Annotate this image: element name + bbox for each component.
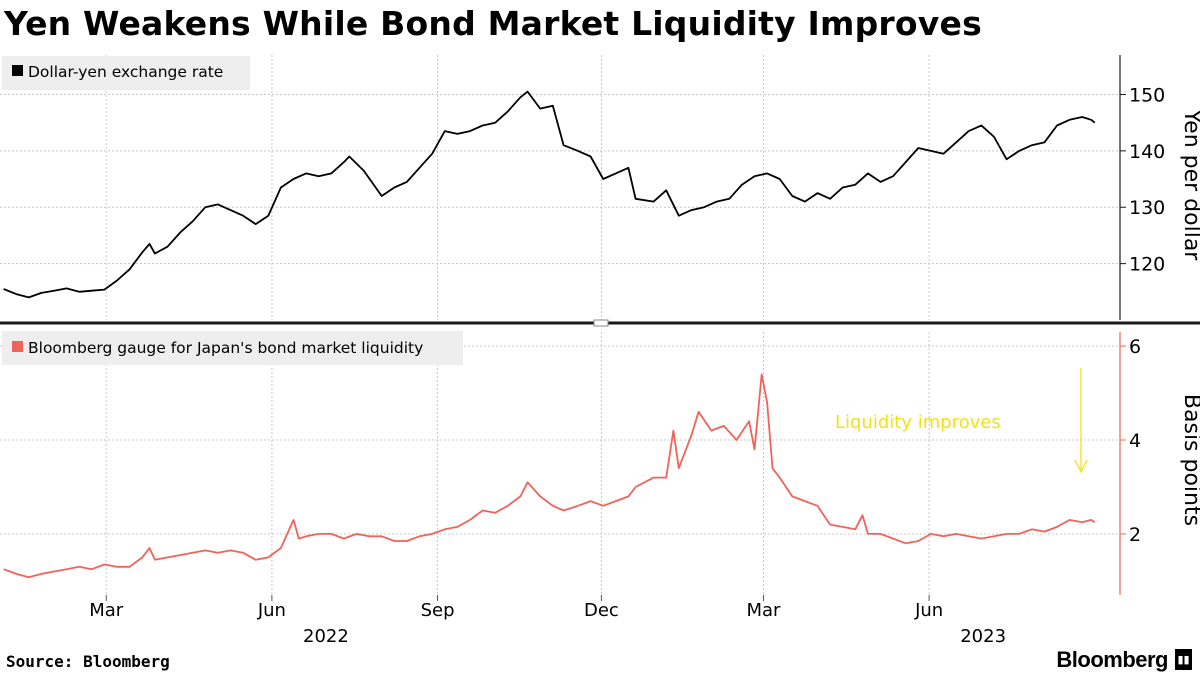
legend-liquidity-label: Bloomberg gauge for Japan's bond market … — [28, 339, 423, 357]
annotation-arrow-head — [1074, 459, 1088, 474]
grid-layer — [0, 55, 1120, 595]
bloomberg-terminal-icon: ▮▮ — [1175, 649, 1192, 670]
legend-yen: Dollar-yen exchange rate — [2, 56, 250, 90]
x-tick-label: Jun — [257, 600, 286, 621]
yen-axis-title: Yen per dollar — [1179, 109, 1200, 262]
x-tick-label: Mar — [89, 600, 124, 621]
y-tick-label: 130 — [1129, 197, 1165, 219]
annotation-arrow — [1074, 368, 1088, 474]
x-year-label: 2023 — [960, 626, 1006, 647]
x-tick-label: Jun — [914, 600, 943, 621]
chart-title: Yen Weakens While Bond Market Liquidity … — [4, 4, 982, 43]
legend-liquidity-background — [2, 331, 463, 365]
legend-yen-swatch — [12, 65, 23, 76]
y-tick-label: 2 — [1129, 524, 1141, 546]
legend-yen-background — [2, 56, 250, 90]
axis-layer: 120 130 140 150 2 4 6 Mar Jun Sep Dec Mar Jun 2022 202… — [89, 55, 1165, 647]
bloomberg-logo: Bloomberg — [1056, 647, 1168, 672]
x-tick-label: Mar — [746, 600, 781, 621]
y-tick-label: 4 — [1129, 430, 1141, 452]
annotation-label: Liquidity improves — [835, 412, 1001, 433]
legend-liquidity-swatch — [12, 341, 23, 352]
liquidity-axis-title: Basis points — [1179, 394, 1200, 526]
x-year-label: 2022 — [303, 626, 349, 647]
liquidity-series-line — [3, 373, 1096, 579]
legend-yen-label: Dollar-yen exchange rate — [28, 63, 223, 81]
y-tick-label: 140 — [1129, 141, 1165, 163]
panel-divider-handle[interactable] — [593, 319, 609, 327]
legend-liquidity: Bloomberg gauge for Japan's bond market … — [2, 331, 463, 365]
yen-series-line — [3, 90, 1096, 299]
x-tick-label: Dec — [584, 600, 619, 621]
x-tick-label: Sep — [421, 600, 455, 621]
line-layer — [3, 90, 1096, 579]
y-tick-label: 6 — [1129, 336, 1141, 358]
y-tick-label: 120 — [1129, 254, 1165, 276]
y-tick-label: 150 — [1129, 84, 1165, 106]
source-note: Source: Bloomberg — [6, 652, 170, 671]
